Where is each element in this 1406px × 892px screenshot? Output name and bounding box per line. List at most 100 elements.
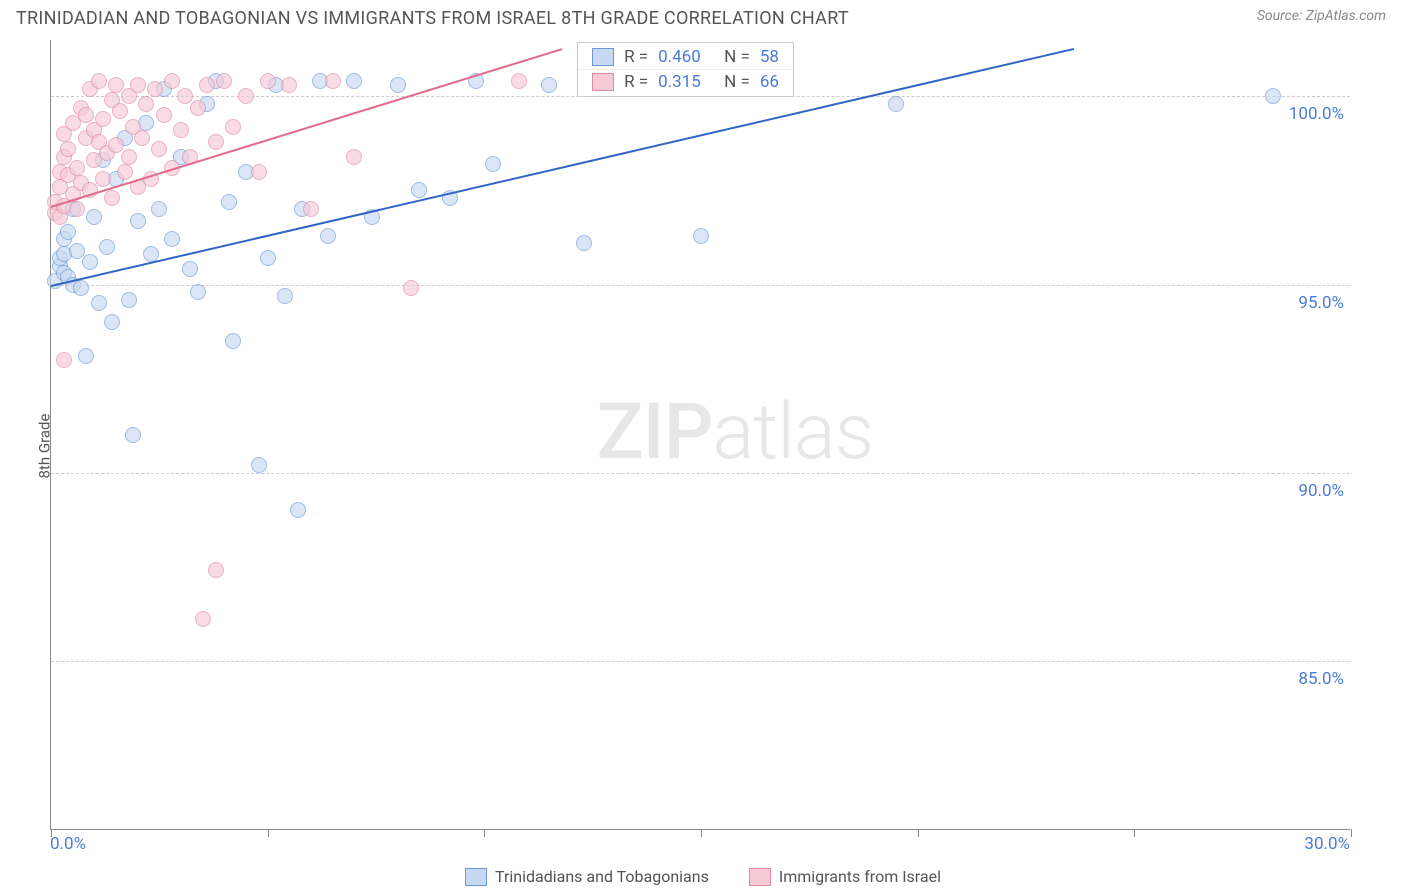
data-point (112, 103, 128, 119)
x-tick (701, 829, 702, 837)
data-point (130, 77, 146, 93)
legend-swatch (592, 73, 614, 91)
data-point (208, 134, 224, 150)
data-point (151, 201, 167, 217)
data-point (82, 254, 98, 270)
y-tick-label: 90.0% (1298, 481, 1344, 501)
legend-swatch (749, 868, 771, 886)
legend-label: Immigrants from Israel (779, 867, 941, 886)
data-point (78, 107, 94, 123)
legend-swatch (465, 868, 487, 886)
legend-stats-row: R = 0.315 N = 66 (578, 69, 793, 94)
data-point (199, 77, 215, 93)
source-label: Source: ZipAtlas.com (1257, 8, 1386, 24)
data-point (251, 457, 267, 473)
legend-n-label: N = (724, 47, 750, 67)
legend-n-value: 66 (760, 72, 779, 92)
data-point (91, 73, 107, 89)
gridline (51, 473, 1350, 474)
data-point (303, 201, 319, 217)
y-tick-label: 85.0% (1298, 669, 1344, 689)
x-tick (484, 829, 485, 837)
data-point (156, 107, 172, 123)
legend-r-label: R = (624, 47, 648, 67)
data-point (125, 427, 141, 443)
data-point (541, 77, 557, 93)
data-point (134, 130, 150, 146)
data-point (346, 73, 362, 89)
data-point (78, 348, 94, 364)
gridline (51, 661, 1350, 662)
data-point (325, 73, 341, 89)
legend-r-label: R = (624, 72, 648, 92)
gridline (51, 285, 1350, 286)
data-point (390, 77, 406, 93)
data-point (117, 164, 133, 180)
data-point (60, 224, 76, 240)
data-point (104, 190, 120, 206)
data-point (95, 171, 111, 187)
data-point (190, 284, 206, 300)
data-point (277, 288, 293, 304)
data-point (86, 209, 102, 225)
data-point (238, 88, 254, 104)
data-point (221, 194, 237, 210)
data-point (99, 239, 115, 255)
data-point (346, 149, 362, 165)
data-point (225, 119, 241, 135)
data-point (511, 73, 527, 89)
data-point (216, 73, 232, 89)
data-point (121, 149, 137, 165)
data-point (290, 502, 306, 518)
data-point (888, 96, 904, 112)
data-point (190, 100, 206, 116)
data-point (320, 228, 336, 244)
data-point (1265, 88, 1281, 104)
legend-stats: R = 0.460 N = 58 R = 0.315 N = 66 (577, 42, 794, 97)
data-point (576, 235, 592, 251)
data-point (403, 280, 419, 296)
data-point (151, 141, 167, 157)
legend-r-value: 0.460 (658, 47, 714, 67)
data-point (173, 122, 189, 138)
legend-item: Trinidadians and Tobagonians (465, 867, 709, 886)
x-tick-label-right: 30.0% (1304, 834, 1350, 854)
data-point (104, 314, 120, 330)
data-point (195, 611, 211, 627)
data-point (260, 250, 276, 266)
legend-label: Trinidadians and Tobagonians (495, 867, 709, 886)
data-point (208, 562, 224, 578)
legend-r-value: 0.315 (658, 72, 714, 92)
data-point (138, 96, 154, 112)
data-point (164, 231, 180, 247)
x-tick-label-left: 0.0% (50, 834, 86, 854)
data-point (56, 352, 72, 368)
data-point (164, 73, 180, 89)
data-point (69, 201, 85, 217)
watermark-bold: ZIP (597, 387, 713, 478)
legend-bottom: Trinidadians and Tobagonians Immigrants f… (0, 867, 1406, 886)
data-point (73, 280, 89, 296)
legend-n-label: N = (724, 72, 750, 92)
data-point (411, 182, 427, 198)
scatter-chart: ZIPatlas 85.0%90.0%95.0%100.0%R =0.460N … (50, 40, 1350, 830)
y-tick-label: 100.0% (1289, 104, 1344, 124)
legend-stats-row: R = 0.460 N = 58 (578, 45, 793, 69)
watermark-light: atlas (712, 387, 873, 478)
data-point (91, 295, 107, 311)
data-point (693, 228, 709, 244)
data-point (251, 164, 267, 180)
data-point (121, 292, 137, 308)
data-point (69, 160, 85, 176)
data-point (281, 77, 297, 93)
x-tick (268, 829, 269, 837)
legend-n-value: 58 (760, 47, 779, 67)
data-point (95, 111, 111, 127)
watermark: ZIPatlas (597, 387, 874, 478)
x-tick (1351, 829, 1352, 837)
x-tick (1134, 829, 1135, 837)
data-point (130, 213, 146, 229)
legend-swatch (592, 48, 614, 66)
data-point (225, 333, 241, 349)
data-point (485, 156, 501, 172)
